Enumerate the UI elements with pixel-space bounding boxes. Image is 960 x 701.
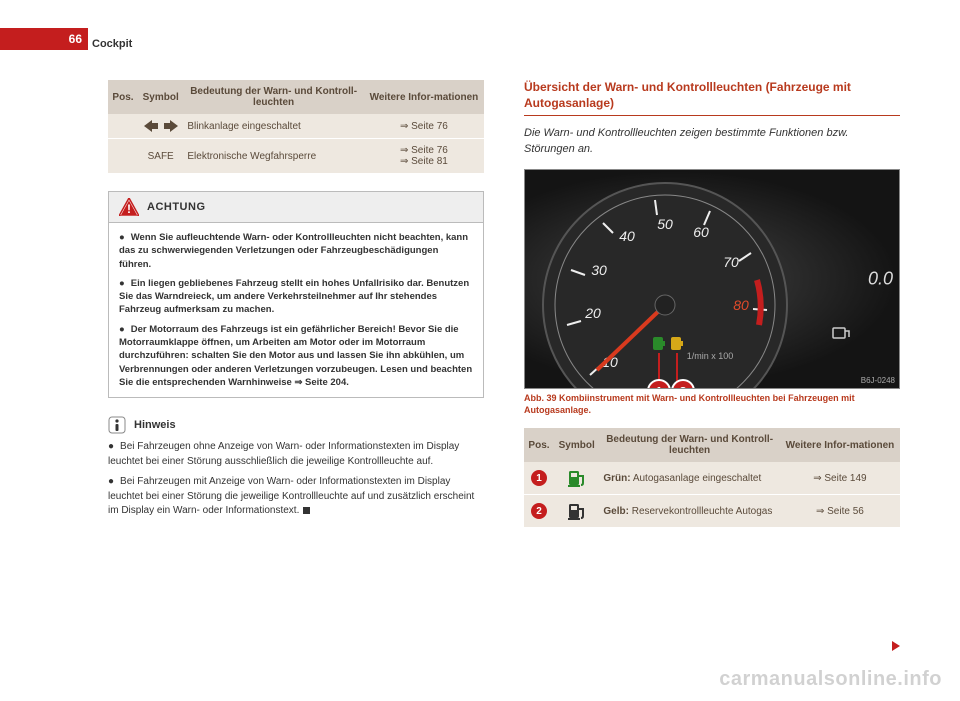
cell-info: ⇒ Seite 149 bbox=[780, 462, 900, 495]
hinweis-item-text: Bei Fahrzeugen mit Anzeige von Warn- ode… bbox=[108, 476, 474, 516]
pos-badge: 1 bbox=[531, 470, 547, 486]
table-row: Blinkanlage eingeschaltet ⇒ Seite 76 bbox=[108, 114, 484, 139]
svg-text:60: 60 bbox=[693, 224, 709, 240]
achtung-body: Wenn Sie aufleuchtende Warn- oder Kontro… bbox=[109, 223, 483, 397]
section-title: Übersicht der Warn- und Kontrollleuchten… bbox=[524, 80, 900, 116]
svg-text:!: ! bbox=[127, 202, 131, 216]
cell-symbol: SAFE bbox=[138, 139, 183, 174]
warn-table-left: Pos. Symbol Bedeutung der Warn- und Kont… bbox=[108, 80, 484, 173]
right-column: Übersicht der Warn- und Kontrollleuchten… bbox=[524, 80, 900, 527]
blinker-arrows-icon bbox=[144, 121, 178, 132]
achtung-box: ! ACHTUNG Wenn Sie aufleuchtende Warn- o… bbox=[108, 191, 484, 398]
cell-symbol bbox=[554, 495, 599, 528]
svg-text:70: 70 bbox=[723, 254, 739, 270]
svg-text:30: 30 bbox=[591, 262, 607, 278]
th-symbol: Symbol bbox=[554, 428, 599, 462]
achtung-header: ! ACHTUNG bbox=[109, 192, 483, 223]
cell-info: ⇒ Seite 56 bbox=[780, 495, 900, 528]
color-label: Gelb: bbox=[603, 506, 629, 517]
cell-meaning: Elektronische Wegfahrsperre bbox=[183, 139, 363, 174]
image-ref: B6J-0248 bbox=[861, 376, 895, 385]
achtung-item: Ein liegen gebliebenes Fahrzeug stellt e… bbox=[119, 277, 473, 317]
th-pos: Pos. bbox=[108, 80, 138, 114]
section-subtitle: Die Warn- und Kontrollleuchten zeigen be… bbox=[524, 126, 900, 157]
warn-table-right: Pos. Symbol Bedeutung der Warn- und Kont… bbox=[524, 428, 900, 527]
left-column: Pos. Symbol Bedeutung der Warn- und Kont… bbox=[108, 80, 484, 527]
th-meaning: Bedeutung der Warn- und Kontroll-leuchte… bbox=[599, 428, 779, 462]
warning-triangle-icon: ! bbox=[119, 198, 139, 216]
table-row: 2 Gelb: Reservekontrollleuchte Autogas ⇒… bbox=[524, 495, 900, 528]
cell-symbol bbox=[138, 114, 183, 139]
lpg-pump-icon bbox=[566, 468, 588, 488]
cell-pos bbox=[108, 139, 138, 174]
svg-text:2: 2 bbox=[679, 384, 686, 389]
page-number: 66 bbox=[69, 32, 82, 46]
hinweis-header: Hinweis bbox=[108, 416, 484, 434]
fuel-station-icon bbox=[831, 326, 853, 340]
svg-text:50: 50 bbox=[657, 216, 673, 232]
svg-text:20: 20 bbox=[584, 305, 601, 321]
table-row: 1 Grün: Autogasanlage eingeschaltet ⇒ Se… bbox=[524, 462, 900, 495]
chapter-title: Cockpit bbox=[92, 38, 132, 50]
th-meaning: Bedeutung der Warn- und Kontroll-leuchte… bbox=[183, 80, 363, 114]
cell-info: ⇒ Seite 76 bbox=[364, 114, 484, 139]
cell-pos bbox=[108, 114, 138, 139]
cell-meaning: Blinkanlage eingeschaltet bbox=[183, 114, 363, 139]
th-pos: Pos. bbox=[524, 428, 554, 462]
achtung-title: ACHTUNG bbox=[147, 201, 206, 213]
hinweis-item: Bei Fahrzeugen ohne Anzeige von Warn- od… bbox=[108, 440, 484, 469]
info-icon bbox=[108, 416, 126, 434]
end-marker-icon bbox=[303, 507, 310, 514]
lpg-pump-icon bbox=[566, 501, 588, 521]
svg-text:80: 80 bbox=[733, 297, 749, 313]
cell-pos: 1 bbox=[524, 462, 554, 495]
watermark: carmanualsonline.info bbox=[719, 668, 942, 691]
side-readout: 0.0 bbox=[868, 268, 893, 289]
meaning-text: Autogasanlage eingeschaltet bbox=[631, 473, 762, 484]
th-info: Weitere Infor-mationen bbox=[780, 428, 900, 462]
th-info: Weitere Infor-mationen bbox=[364, 80, 484, 114]
meaning-text: Reservekontrollleuchte Autogas bbox=[629, 506, 772, 517]
tachometer-icon: 10 20 30 40 50 60 70 80 1/min x 100 bbox=[535, 175, 795, 389]
hinweis-block: Hinweis Bei Fahrzeugen ohne Anzeige von … bbox=[108, 416, 484, 519]
svg-text:1/min x 100: 1/min x 100 bbox=[687, 351, 734, 361]
hinweis-title: Hinweis bbox=[134, 419, 176, 431]
achtung-item: Wenn Sie aufleuchtende Warn- oder Kontro… bbox=[119, 231, 473, 271]
content-columns: Pos. Symbol Bedeutung der Warn- und Kont… bbox=[108, 80, 900, 527]
table-row: SAFE Elektronische Wegfahrsperre ⇒ Seite… bbox=[108, 139, 484, 174]
gauge-figure: 10 20 30 40 50 60 70 80 1/min x 100 bbox=[524, 169, 900, 389]
color-label: Grün: bbox=[603, 473, 630, 484]
cell-symbol bbox=[554, 462, 599, 495]
cell-info: ⇒ Seite 76 ⇒ Seite 81 bbox=[364, 139, 484, 174]
continue-arrow-icon bbox=[892, 641, 900, 651]
cell-meaning: Gelb: Reservekontrollleuchte Autogas bbox=[599, 495, 779, 528]
svg-text:1: 1 bbox=[655, 384, 662, 389]
hinweis-item-last: Bei Fahrzeugen mit Anzeige von Warn- ode… bbox=[108, 475, 484, 519]
svg-text:40: 40 bbox=[619, 228, 635, 244]
achtung-item: Der Motorraum des Fahrzeugs ist ein gefä… bbox=[119, 323, 473, 389]
cell-meaning: Grün: Autogasanlage eingeschaltet bbox=[599, 462, 779, 495]
th-symbol: Symbol bbox=[138, 80, 183, 114]
cell-pos: 2 bbox=[524, 495, 554, 528]
page-number-tab: 66 bbox=[0, 28, 88, 50]
pos-badge: 2 bbox=[531, 503, 547, 519]
figure-caption: Abb. 39 Kombiinstrument mit Warn- und Ko… bbox=[524, 393, 900, 416]
